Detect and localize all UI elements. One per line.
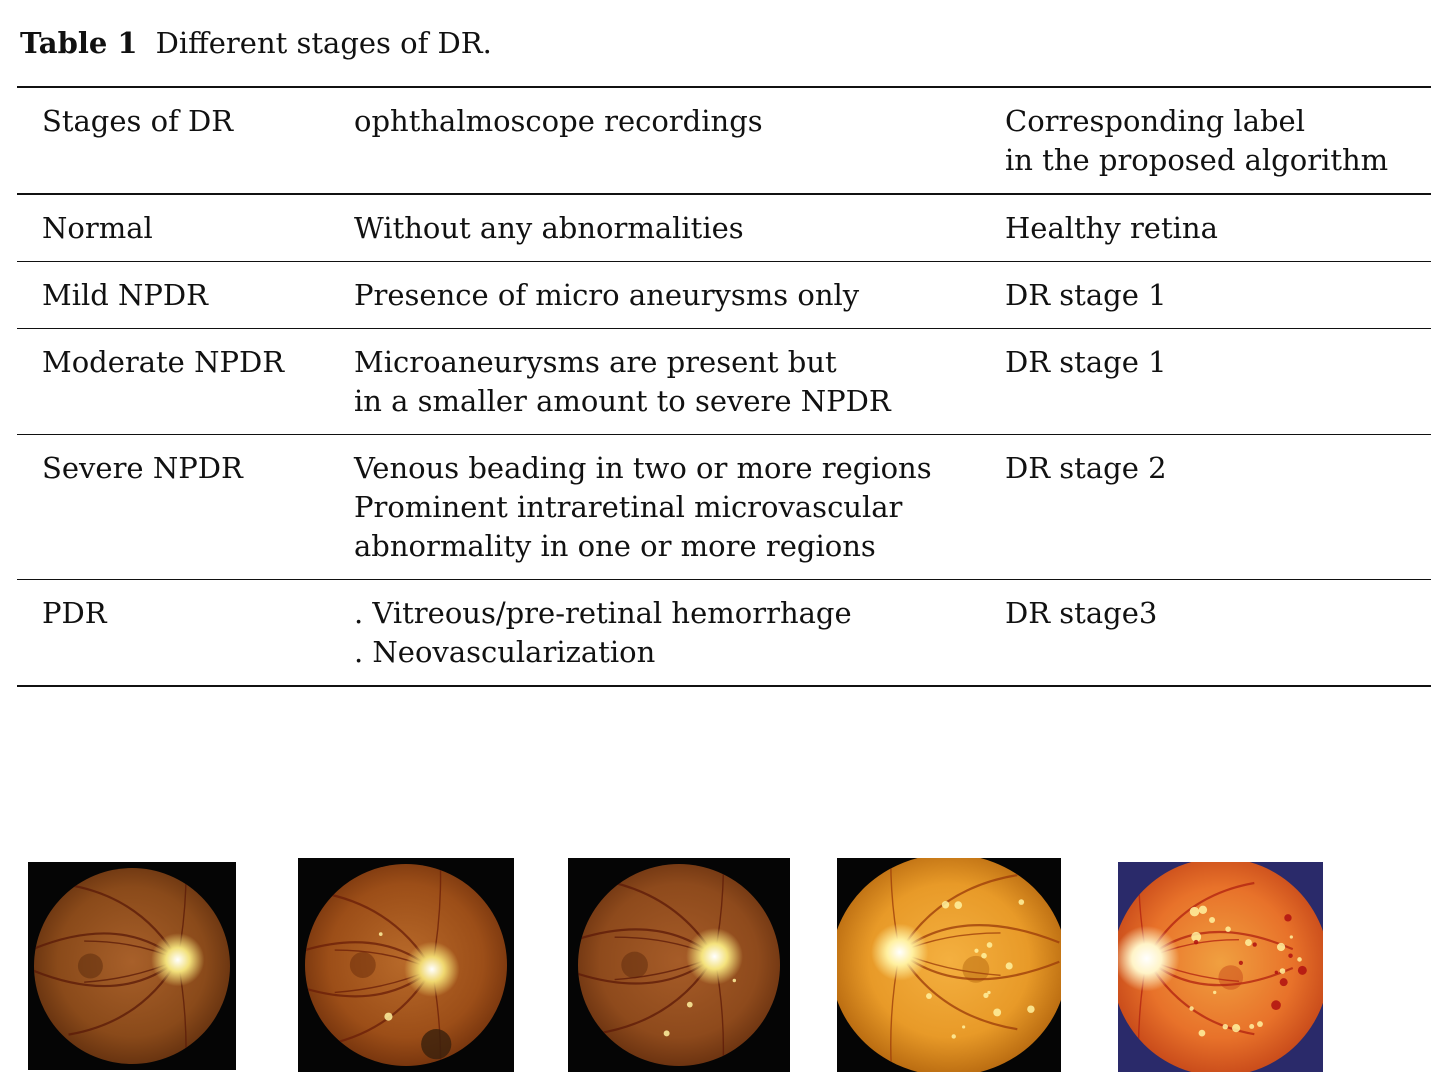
dr-stages-table: Stages of DR ophthalmoscope recordings C… <box>17 86 1431 687</box>
fundus-image-1-graphic <box>28 862 236 1070</box>
cell-line: PDR <box>42 596 107 630</box>
header-line: in the proposed algorithm <box>1005 143 1389 177</box>
cell-stage: PDR <box>17 580 329 687</box>
cell-label: Healthy retina <box>980 194 1431 262</box>
cell-line: Without any abnormalities <box>354 211 744 245</box>
header-line: Corresponding label <box>1005 104 1305 138</box>
fundus-image-3-graphic <box>568 858 790 1072</box>
table-header: Stages of DR ophthalmoscope recordings C… <box>17 87 1431 194</box>
fundus-image-3 <box>568 858 790 1072</box>
table-caption-label: Table 1 <box>20 26 138 60</box>
fundus-image-strip <box>0 850 1441 1080</box>
fundus-image-1 <box>28 862 236 1070</box>
cell-recording: . Vitreous/pre-retinal hemorrhage . Neov… <box>329 580 980 687</box>
cell-line: . Neovascularization <box>354 635 656 669</box>
table-header-row: Stages of DR ophthalmoscope recordings C… <box>17 87 1431 194</box>
cell-line: Microaneurysms are present but <box>354 345 837 379</box>
cell-line: . Vitreous/pre-retinal hemorrhage <box>354 596 852 630</box>
header-corresponding-label: Corresponding label in the proposed algo… <box>980 87 1431 194</box>
cell-stage: Normal <box>17 194 329 262</box>
cell-recording: Without any abnormalities <box>329 194 980 262</box>
header-line: ophthalmoscope recordings <box>354 104 763 138</box>
table-row: Normal Without any abnormalities Healthy… <box>17 194 1431 262</box>
table-row: PDR . Vitreous/pre-retinal hemorrhage . … <box>17 580 1431 687</box>
cell-line: abnormality in one or more regions <box>354 529 876 563</box>
cell-stage: Mild NPDR <box>17 262 329 329</box>
cell-line: Venous beading in two or more regions <box>354 451 932 485</box>
dr-stages-table-container: Stages of DR ophthalmoscope recordings C… <box>17 86 1431 687</box>
cell-label: DR stage 1 <box>980 262 1431 329</box>
cell-label: DR stage 1 <box>980 329 1431 435</box>
fundus-image-4 <box>837 858 1061 1072</box>
cell-line: DR stage3 <box>1005 596 1158 630</box>
cell-line: Healthy retina <box>1005 211 1218 245</box>
cell-line: Normal <box>42 211 153 245</box>
header-stages-of-dr: Stages of DR <box>17 87 329 194</box>
table-caption: Table 1 Different stages of DR. <box>20 24 492 62</box>
table-caption-text: Different stages of DR. <box>155 26 492 60</box>
fundus-image-4-graphic <box>837 858 1061 1072</box>
cell-label: DR stage 2 <box>980 435 1431 580</box>
fundus-image-5 <box>1118 862 1323 1072</box>
cell-line: DR stage 2 <box>1005 451 1167 485</box>
cell-stage: Moderate NPDR <box>17 329 329 435</box>
cell-line: Severe NPDR <box>42 451 243 485</box>
cell-label: DR stage3 <box>980 580 1431 687</box>
table-row: Moderate NPDR Microaneurysms are present… <box>17 329 1431 435</box>
cell-recording: Microaneurysms are present but in a smal… <box>329 329 980 435</box>
cell-line: Moderate NPDR <box>42 345 285 379</box>
cell-line: in a smaller amount to severe NPDR <box>354 384 891 418</box>
cell-line: Prominent intraretinal microvascular <box>354 490 903 524</box>
cell-line: Mild NPDR <box>42 278 208 312</box>
header-line: Stages of DR <box>42 104 234 138</box>
cell-recording: Venous beading in two or more regions Pr… <box>329 435 980 580</box>
table-body: Normal Without any abnormalities Healthy… <box>17 194 1431 686</box>
fundus-image-2 <box>298 858 514 1072</box>
header-ophthalmoscope-recordings: ophthalmoscope recordings <box>329 87 980 194</box>
cell-line: DR stage 1 <box>1005 278 1167 312</box>
cell-stage: Severe NPDR <box>17 435 329 580</box>
fundus-image-5-graphic <box>1118 862 1323 1072</box>
cell-recording: Presence of micro aneurysms only <box>329 262 980 329</box>
table-row: Severe NPDR Venous beading in two or mor… <box>17 435 1431 580</box>
cell-line: DR stage 1 <box>1005 345 1167 379</box>
cell-line: Presence of micro aneurysms only <box>354 278 860 312</box>
table-row: Mild NPDR Presence of micro aneurysms on… <box>17 262 1431 329</box>
fundus-image-2-graphic <box>298 858 514 1072</box>
